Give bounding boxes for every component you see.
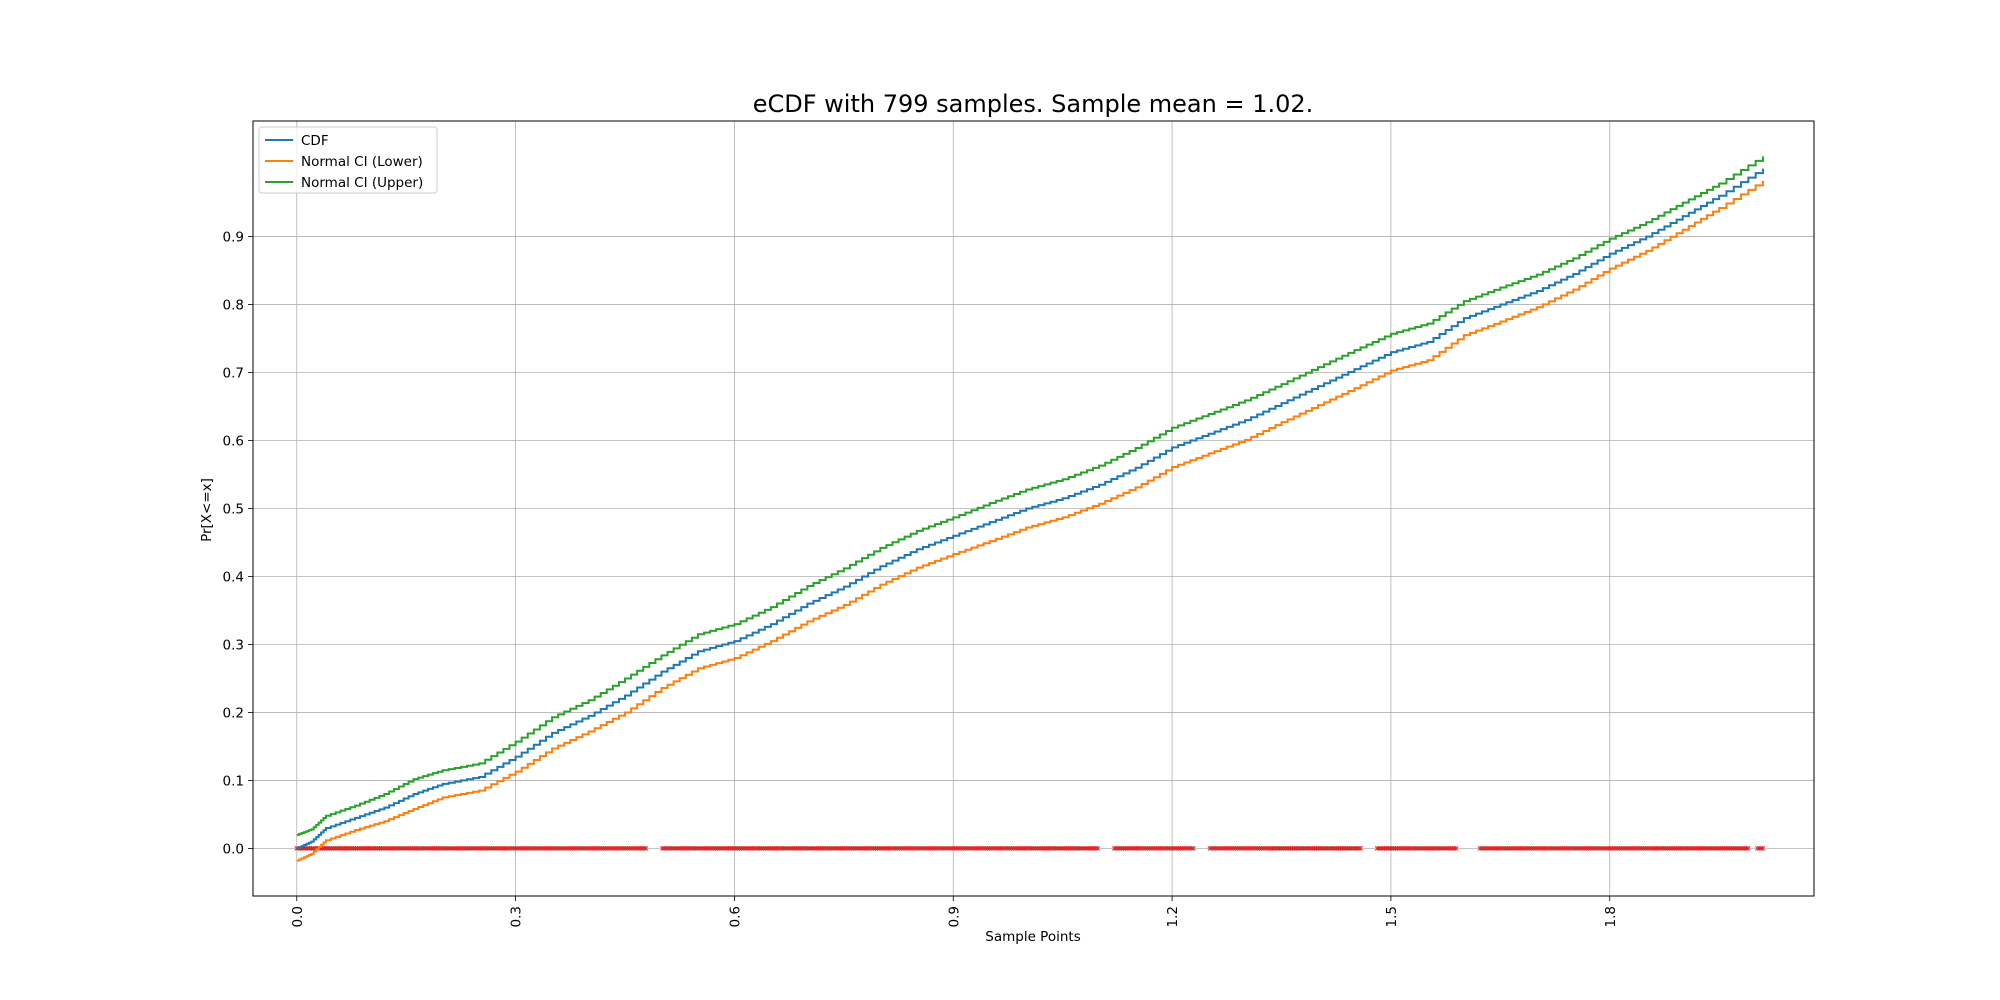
y-tick-label: 0.5 — [223, 502, 244, 518]
y-tick-label: 0.7 — [223, 366, 244, 382]
x-tick-label: 0.0 — [290, 906, 306, 927]
legend-box — [258, 126, 438, 194]
legend: CDF Normal CI (Lower) Normal CI (Upper) — [258, 126, 438, 194]
legend-entry: Normal CI (Upper) — [301, 175, 423, 191]
series-line-1 — [296, 168, 1764, 850]
x-tick-label: 0.9 — [946, 906, 962, 927]
y-tick-label: 0.8 — [223, 298, 244, 314]
chart-title: eCDF with 799 samples. Sample mean = 1.0… — [753, 90, 1314, 118]
x-tick-label: 1.2 — [1165, 906, 1181, 927]
x-tick-label: 0.3 — [509, 906, 525, 927]
y-tick-label: 0.2 — [223, 705, 244, 721]
x-tick-label: 1.5 — [1384, 906, 1400, 927]
y-tick-label: 0.1 — [223, 773, 244, 789]
x-axis-label: Sample Points — [985, 929, 1080, 945]
y-tick-label: 0.4 — [223, 569, 244, 585]
x-tick-label: 1.8 — [1603, 906, 1619, 927]
y-tick-label: 0.0 — [223, 841, 244, 857]
sample-markers — [294, 846, 1766, 851]
y-tick-label: 0.6 — [223, 434, 244, 450]
sample-rug — [294, 846, 1766, 851]
axis-ticks: 0.0 0.3 0.6 0.9 1.2 1.5 1.8 0.0 0.1 0.2 0.3 0.4 0.5 0… — [223, 230, 1619, 928]
x-tick-label: 0.6 — [727, 906, 743, 927]
y-tick-label: 0.9 — [223, 230, 244, 246]
y-tick-label: 0.3 — [223, 637, 244, 653]
legend-entry: CDF — [301, 133, 329, 149]
series-lines — [296, 156, 1764, 862]
series-line-2 — [296, 180, 1764, 862]
series-line-3 — [296, 156, 1764, 836]
legend-entry: Normal CI (Lower) — [301, 154, 423, 170]
y-axis-label: Pr[X<=x] — [199, 478, 215, 542]
